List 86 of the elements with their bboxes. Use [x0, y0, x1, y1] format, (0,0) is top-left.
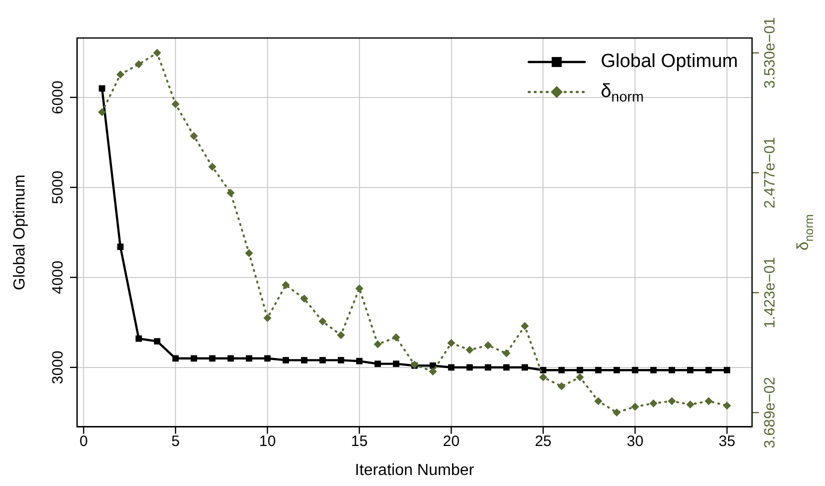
point: [502, 349, 510, 358]
point: [520, 322, 529, 330]
point: [428, 368, 437, 376]
point: [319, 357, 326, 364]
point: [594, 397, 602, 406]
point: [724, 366, 730, 374]
y2-tick-label: 3.689e−02: [762, 376, 779, 448]
point: [338, 357, 344, 364]
x-tick-label: 15: [351, 432, 368, 450]
point: [448, 364, 454, 371]
point: [154, 338, 160, 344]
y-tick-label: 4000: [50, 260, 67, 294]
point: [282, 281, 290, 290]
point: [263, 314, 272, 322]
point: [668, 397, 676, 406]
point: [704, 397, 713, 406]
point: [98, 85, 106, 92]
x-axis-title: Iteration Number: [354, 462, 475, 479]
point: [595, 366, 602, 374]
point: [117, 244, 124, 250]
point: [392, 360, 400, 367]
point: [356, 358, 363, 364]
point: [539, 373, 548, 382]
y-tick-label: 5000: [50, 170, 67, 204]
point: [576, 366, 584, 374]
point: [392, 333, 400, 342]
x-tick-label: 25: [534, 432, 552, 450]
point: [374, 340, 382, 348]
point: [226, 188, 235, 197]
point: [466, 364, 473, 371]
point: [227, 355, 234, 362]
point: [172, 355, 179, 362]
point: [484, 364, 492, 371]
point: [153, 48, 162, 57]
point: [136, 335, 142, 342]
point: [301, 357, 308, 364]
point: [208, 162, 216, 171]
point: [705, 366, 712, 374]
point: [649, 399, 658, 408]
point: [374, 360, 381, 367]
point: [172, 100, 180, 108]
y2-axis-title: δnorm: [795, 214, 816, 251]
point: [522, 364, 528, 371]
y2-tick-label: 1.423e−01: [762, 256, 779, 328]
point: [355, 284, 364, 292]
point: [668, 366, 676, 374]
point: [614, 366, 620, 374]
point: [576, 373, 584, 382]
point: [447, 339, 456, 348]
point: [466, 346, 474, 354]
point: [336, 331, 345, 340]
point: [264, 355, 271, 362]
legend-label: Global Optimum: [600, 51, 738, 72]
point: [116, 70, 124, 79]
point: [686, 400, 694, 408]
point: [631, 402, 640, 411]
y2-tick-label: 3.530e−01: [762, 17, 779, 89]
point: [300, 294, 308, 303]
x-tick-label: 20: [442, 432, 460, 450]
point: [632, 366, 638, 374]
y-axis-title: Global Optimum: [11, 174, 28, 290]
point: [98, 108, 106, 116]
point: [723, 402, 731, 410]
x-tick-label: 10: [259, 432, 276, 450]
point: [209, 355, 216, 362]
point: [318, 317, 327, 326]
y-tick-label: 6000: [50, 80, 67, 114]
point: [687, 366, 694, 374]
point: [246, 355, 252, 362]
point: [190, 355, 198, 362]
point: [245, 249, 254, 258]
x-tick-label: 35: [718, 432, 736, 450]
point: [558, 382, 566, 390]
point: [190, 132, 198, 140]
y-tick-label: 3000: [50, 350, 67, 384]
point: [134, 60, 143, 68]
x-tick-label: 30: [626, 432, 644, 450]
point: [558, 366, 565, 374]
x-tick-label: 5: [171, 432, 180, 450]
point: [503, 364, 510, 371]
y2-tick-label: 2.477e−01: [762, 137, 779, 208]
point: [612, 408, 621, 416]
point: [282, 357, 290, 364]
x-tick-label: 0: [79, 432, 88, 450]
point: [650, 366, 657, 374]
point: [484, 341, 492, 350]
